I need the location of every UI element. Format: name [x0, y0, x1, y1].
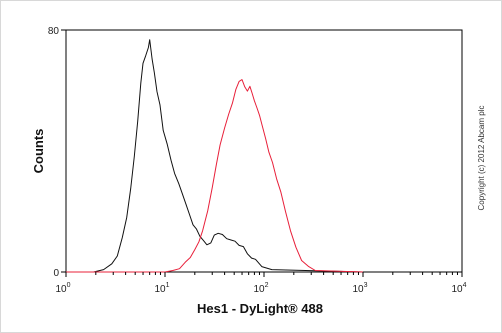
x-tick-exponent: 0: [67, 282, 71, 289]
x-tick-exponent: 4: [463, 282, 467, 289]
x-tick-label: 102: [253, 282, 268, 295]
x-tick-label: 103: [352, 282, 367, 295]
x-axis-title: Hes1 - DyLight® 488: [197, 301, 323, 316]
histogram-series-2: [66, 79, 364, 273]
y-tick-label: 80: [48, 26, 60, 37]
x-tick-label: 100: [55, 282, 70, 295]
y-axis-title: Counts: [31, 129, 46, 174]
x-tick-exponent: 2: [265, 282, 269, 289]
x-tick-exponent: 1: [166, 282, 170, 289]
copyright-notice: Copyright (c) 2012 Abcam plc: [477, 106, 486, 211]
series-layer: [66, 39, 364, 273]
x-tick-exponent: 3: [364, 282, 368, 289]
x-tick-label: 101: [154, 282, 169, 295]
histogram-series-1: [66, 39, 364, 273]
x-tick-label: 104: [451, 282, 466, 295]
y-tick-label: 0: [53, 268, 59, 279]
plot-area: [65, 29, 463, 273]
